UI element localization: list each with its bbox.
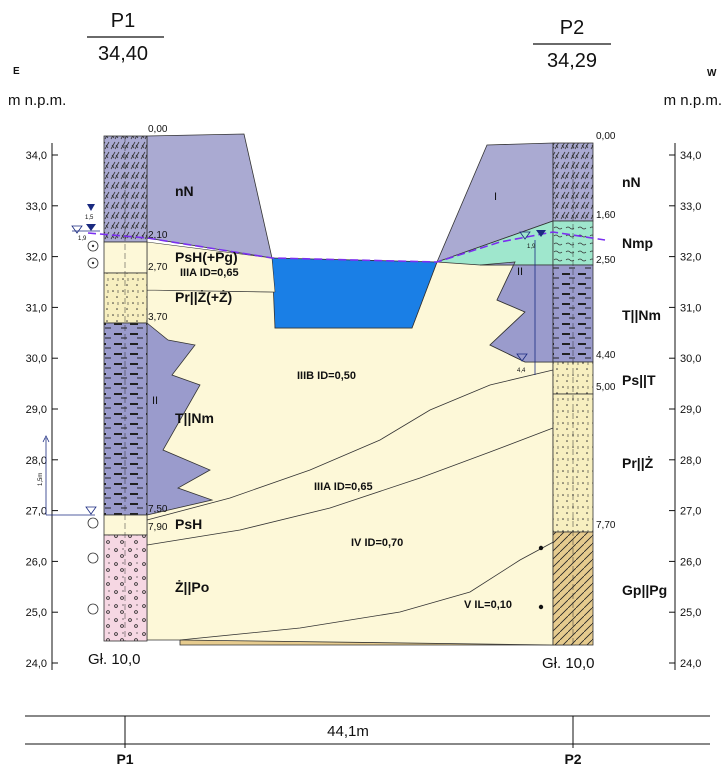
label-ps-t: Ps||T: [622, 372, 656, 388]
left-axis-tick-label: 31,0: [26, 302, 47, 314]
p2-depth-5: 7,70: [596, 520, 616, 531]
p1-depth-0: 0,00: [148, 124, 168, 135]
label-roman-ii-right: II: [517, 266, 523, 278]
right-axis-tick-label: 33,0: [680, 201, 701, 213]
water-rise-label: 1,5m: [38, 473, 44, 486]
water-level-marker-left: [71, 204, 100, 234]
water-symbol: [87, 517, 99, 529]
water-rise-indicator: [42, 435, 97, 516]
right-profile-name: P2: [560, 17, 584, 39]
layer-t-nm-left: [146, 322, 214, 516]
p2-depth-2: 2,50: [596, 255, 616, 266]
left-axis-tick-label: 25,0: [26, 607, 47, 619]
left-axis-tick-label: 34,0: [26, 150, 47, 162]
p1-bottom-label: Gł. 10,0: [88, 651, 141, 668]
right-axis-tick-label: 30,0: [680, 353, 701, 365]
bottom-name-left: P1: [116, 751, 133, 767]
label-nmp: Nmp: [622, 235, 653, 251]
water-symbol: [87, 240, 99, 252]
p1-depth-3: 3,70: [148, 312, 168, 323]
label-psh-pg: PsH(+Pg): [175, 249, 238, 265]
label-roman-i: I: [494, 191, 497, 203]
label-nn-right: nN: [622, 174, 641, 190]
label-t-nm-left: T||Nm: [175, 410, 214, 426]
left-axis-tick-label: 30,0: [26, 353, 47, 365]
distance-label: 44,1m: [327, 723, 369, 740]
borehole-column-p2: [552, 142, 594, 646]
boundary-iiia-iv: [146, 427, 554, 546]
label-iv: IV ID=0,70: [351, 537, 403, 549]
bottom-name-right: P2: [564, 751, 581, 767]
label-pr-z-z: Pr||Ż(+Ż): [175, 289, 232, 305]
right-axis-tick-label: 25,0: [680, 607, 701, 619]
right-profile-elevation: 34,29: [547, 50, 597, 72]
p2-depth-3: 4,40: [596, 350, 616, 361]
p2-depth-4: 5,00: [596, 382, 616, 393]
right-axis-tick-label: 26,0: [680, 556, 701, 568]
axis-unit-left: m n.p.m.: [8, 92, 66, 109]
water-level-marker-right: [516, 230, 546, 375]
p1-depth-2: 2,70: [148, 262, 168, 273]
right-axis-tick-label: 28,0: [680, 455, 701, 467]
left-axis-tick-label: 26,0: [26, 556, 47, 568]
label-z-po: Ż||Po: [175, 579, 209, 595]
right-axis-tick-label: 27,0: [680, 506, 701, 518]
boundary-iiib-iiia: [146, 369, 554, 521]
left-profile-elevation: 34,40: [98, 43, 148, 65]
label-nn-left: nN: [175, 183, 194, 199]
direction-left: E: [13, 66, 20, 77]
label-iiib: IIIB ID=0,50: [297, 370, 356, 382]
boundary-iv-v: [179, 531, 573, 641]
groundwater-line: [87, 231, 606, 263]
left-axis-tick-label: 27,0: [26, 506, 47, 518]
borehole-column-p1: [103, 135, 148, 642]
water-mark-left-b: 1,9: [78, 236, 87, 242]
right-axis-tick-label: 31,0: [680, 302, 701, 314]
water-symbol: [87, 552, 99, 564]
label-iiia-mid: IIIA ID=0,65: [314, 481, 373, 493]
distance-bar: [25, 715, 710, 748]
water-symbol: [87, 603, 99, 615]
right-axis-tick-label: 34,0: [680, 150, 701, 162]
pond-water: [271, 257, 438, 329]
water-mark-right-b: 4,4: [517, 368, 526, 374]
left-axis-tick-label: 24,0: [26, 658, 47, 670]
p1-depth-4: 7,50: [148, 504, 168, 515]
stone-symbol: [538, 545, 544, 551]
right-axis-tick-label: 24,0: [680, 658, 701, 670]
left-axis-tick-label: 29,0: [26, 404, 47, 416]
stone-symbol: [538, 604, 544, 610]
label-iiia-top: IIIA ID=0,65: [180, 267, 239, 279]
p2-bottom-label: Gł. 10,0: [542, 655, 595, 672]
label-gp-pg: Gp||Pg: [622, 582, 667, 598]
right-axis-tick-label: 32,0: [680, 252, 701, 264]
label-pr-z: Pr||Ż: [622, 455, 654, 471]
p2-depth-0: 0,00: [596, 131, 616, 142]
axis-unit-right: m n.p.m.: [664, 92, 722, 109]
water-mark-right-a: 1,9: [527, 244, 536, 250]
water-symbol: [87, 257, 99, 269]
water-mark-left-a: 1,5: [85, 215, 94, 221]
label-t-nm-right: T||Nm: [622, 307, 661, 323]
right-axis-tick-label: 29,0: [680, 404, 701, 416]
p2-depth-1: 1,60: [596, 210, 616, 221]
left-profile-name: P1: [111, 10, 135, 32]
label-v: V IL=0,10: [464, 599, 512, 611]
left-axis-tick-label: 28,0: [26, 455, 47, 467]
label-roman-ii-left: II: [152, 395, 158, 407]
left-axis-tick-label: 33,0: [26, 201, 47, 213]
p1-depth-1: 2,10: [148, 230, 168, 241]
left-axis-tick-label: 32,0: [26, 252, 47, 264]
p1-depth-5: 7,90: [148, 522, 168, 533]
direction-right: W: [707, 68, 717, 79]
label-psh: PsH: [175, 516, 202, 532]
